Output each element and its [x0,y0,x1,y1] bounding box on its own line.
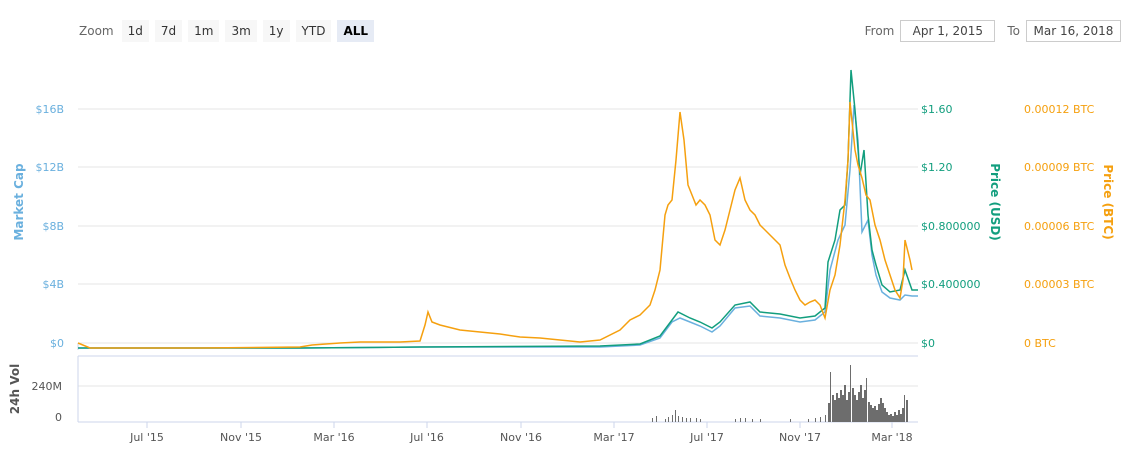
to-date-input[interactable]: Mar 16, 2018 [1026,20,1121,42]
svg-text:$0: $0 [921,337,935,350]
zoom-toolbar: Zoom 1d 7d 1m 3m 1y YTD ALL [79,20,380,42]
svg-text:0.00003 BTC: 0.00003 BTC [1024,278,1095,291]
zoom-1m-button[interactable]: 1m [188,20,220,42]
svg-text:Mar '18: Mar '18 [871,431,912,444]
usd-axis-labels: $1.60 $1.20 $0.800000 $0.400000 $0 [921,103,981,350]
btc-axis-title: Price (BTC) [1101,164,1115,239]
zoom-all-button[interactable]: ALL [337,20,375,42]
to-label: To [1007,24,1020,38]
svg-text:0.00012 BTC: 0.00012 BTC [1024,103,1095,116]
btc-axis-labels: 0.00012 BTC 0.00009 BTC 0.00006 BTC 0.00… [1024,103,1095,350]
zoom-1d-button[interactable]: 1d [121,20,149,42]
svg-text:$16B: $16B [35,103,64,116]
market-cap-line [78,104,918,349]
volume-axis-labels: 240M 0 [32,380,63,424]
date-range: From Apr 1, 2015 To Mar 16, 2018 [859,20,1121,42]
svg-text:Nov '17: Nov '17 [779,431,821,444]
svg-text:0.00006 BTC: 0.00006 BTC [1024,220,1095,233]
main-grid [78,108,918,344]
price-usd-line [78,69,918,349]
svg-text:$1.20: $1.20 [921,161,953,174]
svg-text:Nov '16: Nov '16 [500,431,542,444]
svg-text:0 BTC: 0 BTC [1024,337,1056,350]
svg-text:$0: $0 [50,337,64,350]
svg-text:Nov '15: Nov '15 [220,431,262,444]
svg-text:$8B: $8B [42,220,64,233]
zoom-label: Zoom [79,24,114,38]
svg-text:Jul '15: Jul '15 [129,431,164,444]
from-date-input[interactable]: Apr 1, 2015 [900,20,996,42]
usd-axis-title: Price (USD) [988,163,1002,241]
svg-text:$0.400000: $0.400000 [921,278,981,291]
svg-text:Jul '16: Jul '16 [409,431,444,444]
svg-text:Mar '16: Mar '16 [313,431,354,444]
svg-text:240M: 240M [32,380,63,393]
svg-text:$1.60: $1.60 [921,103,953,116]
zoom-7d-button[interactable]: 7d [154,20,183,42]
volume-axis-title: 24h Vol [8,364,22,414]
svg-text:$0.800000: $0.800000 [921,220,981,233]
x-axis-labels: Jul '15 Nov '15 Mar '16 Jul '16 Nov '16 … [129,431,913,444]
x-axis-ticks [146,422,893,428]
svg-text:$4B: $4B [42,278,64,291]
zoom-ytd-button[interactable]: YTD [295,20,332,42]
svg-text:$12B: $12B [35,161,64,174]
volume-bars [652,365,908,422]
market-cap-axis-labels: $16B $12B $8B $4B $0 [35,103,64,350]
price-btc-line [77,101,913,349]
zoom-1y-button[interactable]: 1y [262,20,290,42]
from-label: From [864,24,895,38]
svg-text:0.00009 BTC: 0.00009 BTC [1024,161,1095,174]
volume-grid [77,343,918,423]
svg-text:Jul '17: Jul '17 [689,431,724,444]
market-cap-axis-title: Market Cap [12,163,26,241]
svg-text:Mar '17: Mar '17 [593,431,634,444]
svg-text:0: 0 [55,411,62,424]
zoom-3m-button[interactable]: 3m [225,20,257,42]
